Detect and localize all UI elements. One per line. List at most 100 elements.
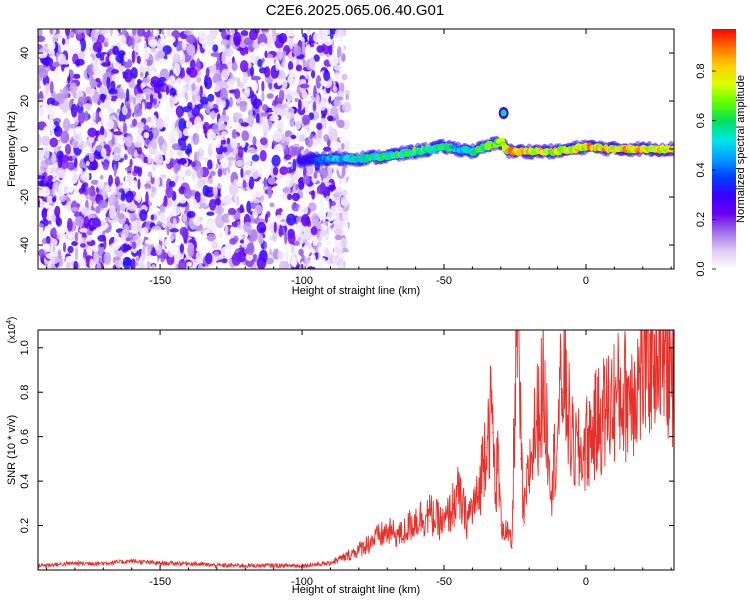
colorbar-gradient (712, 29, 736, 269)
noise-speckle (185, 220, 189, 227)
noise-speckle (298, 198, 305, 203)
noise-speckle (155, 244, 162, 256)
noise-speckle (332, 86, 338, 93)
noise-speckle (169, 87, 176, 98)
noise-speckle (299, 83, 310, 89)
snr-data-point (613, 418, 615, 420)
noise-speckle (87, 214, 95, 219)
noise-speckle (285, 89, 295, 102)
noise-speckle (213, 250, 220, 257)
noise-speckle (206, 211, 215, 216)
noise-speckle (302, 58, 306, 68)
noise-speckle (255, 141, 261, 148)
noise-speckle (151, 170, 156, 178)
snr-data-point (500, 524, 502, 527)
noise-speckle (69, 31, 75, 38)
noise-speckle (333, 64, 343, 71)
noise-speckle (57, 249, 62, 260)
noise-speckle (272, 130, 283, 143)
noise-speckle (169, 228, 179, 233)
noise-speckle (49, 29, 54, 35)
colorbar-tick-label: 0.8 (695, 63, 707, 78)
noise-speckle (287, 232, 296, 245)
noise-speckle (337, 57, 342, 64)
noise-speckle (45, 236, 51, 244)
noise-speckle (68, 123, 78, 129)
noise-speckle (54, 33, 62, 39)
noise-speckle (195, 126, 201, 132)
snr-data-point (386, 536, 388, 538)
noise-speckle (283, 186, 291, 195)
noise-speckle (334, 234, 343, 241)
noise-speckle (327, 115, 334, 122)
noise-speckle (78, 259, 85, 266)
noise-speckle (186, 261, 192, 267)
noise-speckle (323, 134, 329, 142)
snr-data-point (159, 562, 161, 564)
noise-speckle (165, 85, 170, 95)
noise-speckle (308, 56, 316, 70)
noise-speckle (127, 233, 135, 239)
noise-speckle (251, 81, 259, 92)
snr-data-point (131, 560, 133, 562)
noise-speckle (320, 218, 324, 226)
noise-speckle (115, 54, 124, 63)
noise-speckle (137, 78, 142, 85)
noise-speckle (202, 125, 207, 134)
noise-speckle (136, 121, 145, 129)
noise-speckle (236, 180, 243, 188)
noise-speckle (315, 222, 322, 229)
noise-speckle (318, 208, 324, 221)
noise-speckle (96, 34, 105, 44)
noise-speckle (268, 82, 273, 90)
noise-speckle (49, 81, 54, 94)
noise-speckle (72, 73, 81, 79)
noise-speckle (266, 93, 274, 99)
noise-speckle (267, 185, 273, 199)
noise-speckle (209, 198, 217, 211)
noise-speckle (129, 158, 133, 168)
noise-speckle (141, 226, 149, 237)
noise-speckle (224, 48, 234, 57)
noise-speckle (225, 170, 229, 183)
noise-speckle (254, 29, 260, 34)
noise-speckle (114, 30, 120, 42)
noise-speckle (177, 97, 186, 103)
noise-speckle (159, 174, 167, 179)
noise-speckle (116, 91, 126, 100)
noise-speckle (334, 211, 339, 225)
noise-speckle (287, 108, 295, 113)
spectrogram-x-axis-label: Height of straight line (km) (292, 285, 420, 297)
noise-speckle (239, 204, 244, 213)
noise-speckle (132, 219, 142, 233)
noise-speckle (312, 32, 321, 43)
noise-speckle (175, 263, 179, 269)
noise-speckle (197, 82, 201, 92)
noise-speckle (199, 85, 203, 99)
noise-speckle (311, 213, 320, 224)
noise-speckle (38, 43, 43, 50)
noise-speckle (112, 45, 119, 56)
noise-speckle (71, 241, 78, 247)
noise-speckle (131, 50, 136, 64)
spectrogram-x-tick-label: 0 (583, 275, 589, 287)
noise-speckle (53, 61, 61, 68)
noise-speckle (333, 228, 343, 236)
noise-speckle (184, 148, 192, 155)
noise-speckle (304, 45, 310, 58)
noise-speckle (161, 141, 167, 155)
snr-data-point (216, 564, 218, 567)
noise-speckle (182, 128, 192, 137)
noise-speckle (329, 30, 334, 40)
noise-speckle (118, 34, 127, 47)
noise-speckle (284, 178, 294, 189)
noise-speckle (183, 187, 192, 200)
noise-speckle (302, 90, 308, 100)
noise-speckle (110, 183, 117, 194)
noise-speckle (337, 262, 345, 269)
noise-speckle (92, 41, 103, 53)
colorbar-tick-label: 0.4 (695, 162, 707, 177)
snr-data-point (244, 564, 246, 567)
noise-speckle (252, 160, 262, 169)
noise-speckle (185, 168, 192, 177)
